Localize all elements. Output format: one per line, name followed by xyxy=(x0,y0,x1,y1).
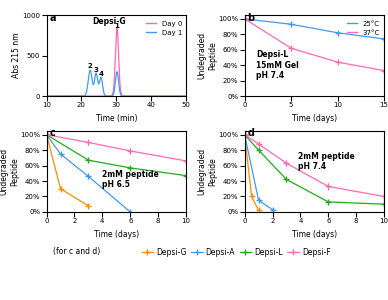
Text: d: d xyxy=(248,128,255,138)
Text: 4: 4 xyxy=(99,70,104,76)
X-axis label: Time (days): Time (days) xyxy=(292,114,337,123)
Y-axis label: Undegraded
Peptide: Undegraded Peptide xyxy=(197,148,217,195)
Text: 1: 1 xyxy=(114,23,120,29)
Text: a: a xyxy=(49,13,56,22)
Text: Depsi-L
15mM Gel
pH 7.4: Depsi-L 15mM Gel pH 7.4 xyxy=(256,50,298,80)
X-axis label: Time (days): Time (days) xyxy=(94,230,139,239)
Text: 2mM peptide
pH 6.5: 2mM peptide pH 6.5 xyxy=(102,170,159,189)
X-axis label: Time (days): Time (days) xyxy=(292,230,337,239)
Y-axis label: Undegraded
Peptide: Undegraded Peptide xyxy=(0,148,19,195)
Text: Depsi-G: Depsi-G xyxy=(93,17,126,26)
Legend: Depsi-G, Depsi-A, Depsi-L, Depsi-F: Depsi-G, Depsi-A, Depsi-L, Depsi-F xyxy=(142,248,331,257)
Legend: Day 0, Day 1: Day 0, Day 1 xyxy=(145,20,183,36)
Y-axis label: Abs 215 nm: Abs 215 nm xyxy=(12,33,21,78)
X-axis label: Time (min): Time (min) xyxy=(95,114,137,123)
Text: c: c xyxy=(49,128,55,138)
Text: b: b xyxy=(248,13,255,22)
Legend: 25°C, 37°C: 25°C, 37°C xyxy=(346,20,381,36)
Text: 3: 3 xyxy=(94,67,99,73)
Text: 2: 2 xyxy=(88,63,92,69)
Y-axis label: Undegraded
Peptide: Undegraded Peptide xyxy=(197,32,217,79)
Text: (for c and d): (for c and d) xyxy=(53,247,100,256)
Text: 2mM peptide
pH 7.4: 2mM peptide pH 7.4 xyxy=(298,152,354,171)
